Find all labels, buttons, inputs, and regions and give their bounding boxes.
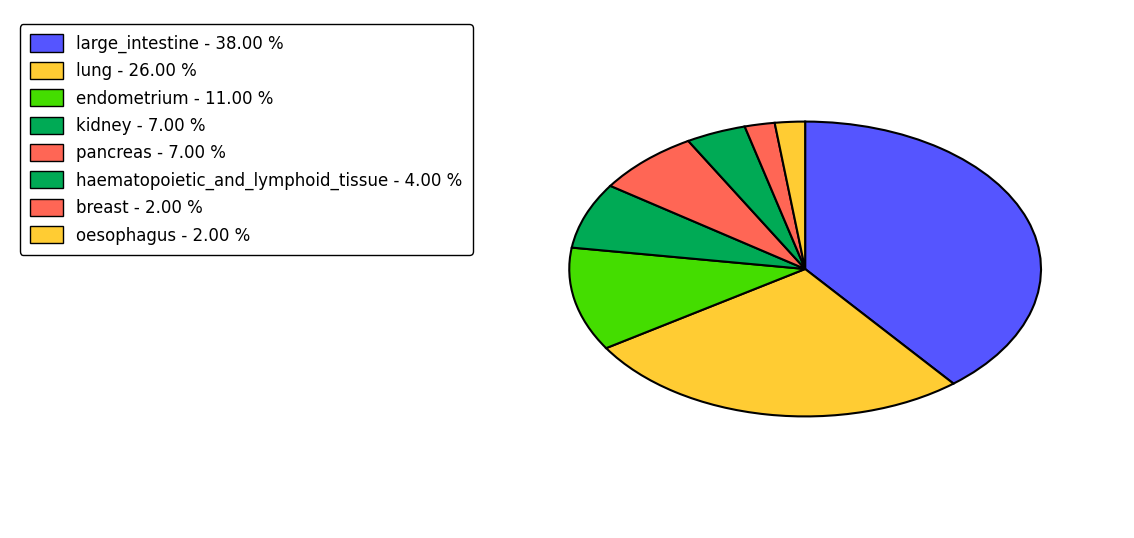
Wedge shape bbox=[688, 126, 805, 269]
Wedge shape bbox=[607, 269, 954, 416]
Wedge shape bbox=[775, 122, 805, 269]
Wedge shape bbox=[745, 123, 805, 269]
Wedge shape bbox=[569, 247, 805, 348]
Wedge shape bbox=[805, 122, 1041, 384]
Wedge shape bbox=[572, 186, 805, 269]
Wedge shape bbox=[610, 141, 805, 269]
Legend: large_intestine - 38.00 %, lung - 26.00 %, endometrium - 11.00 %, kidney - 7.00 : large_intestine - 38.00 %, lung - 26.00 … bbox=[19, 24, 473, 254]
